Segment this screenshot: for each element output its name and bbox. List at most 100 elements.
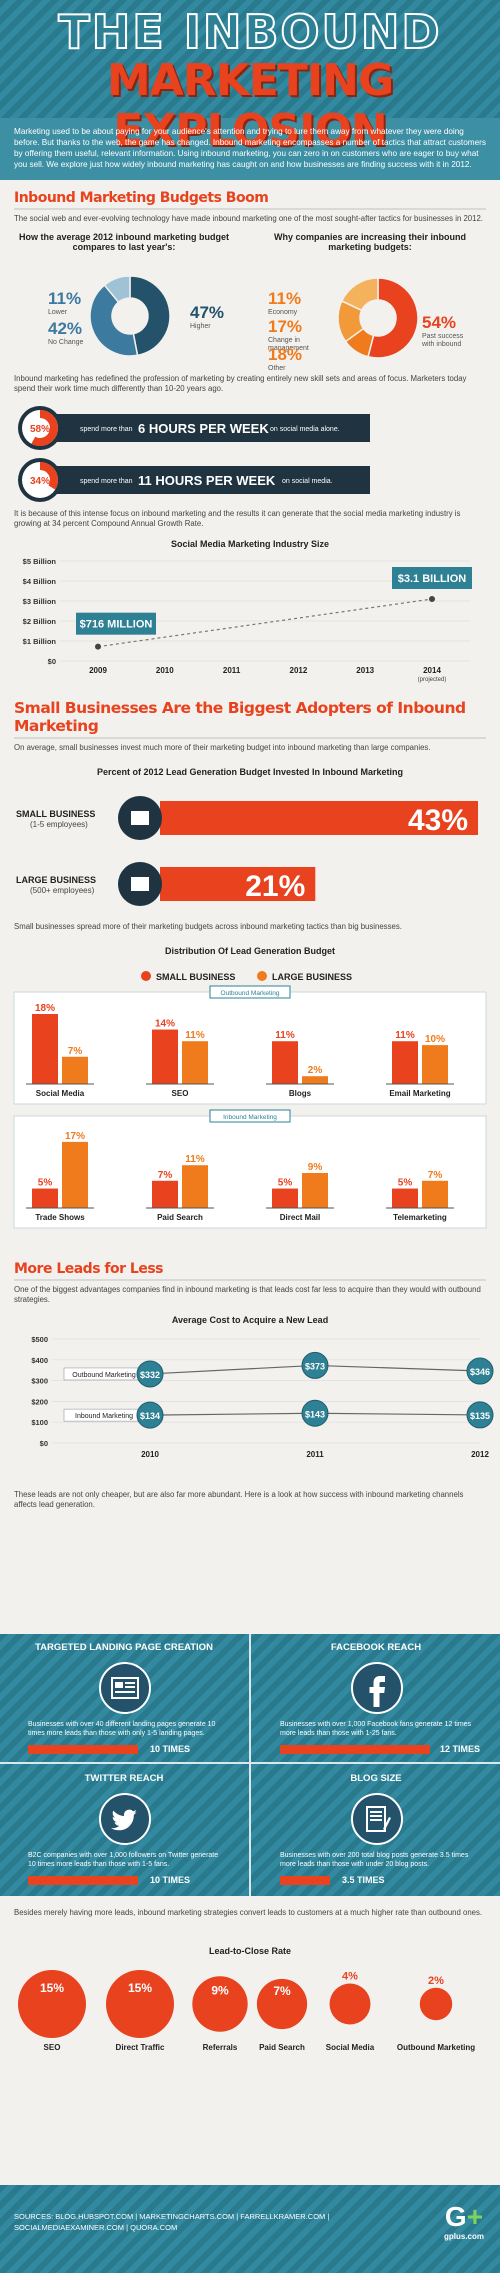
cost-label-1-2: $135 — [470, 1411, 490, 1421]
dist-group-tag-1 — [209, 1109, 291, 1123]
cost-point-0-0 — [136, 1360, 164, 1388]
twitter-icon — [99, 1793, 151, 1845]
industry-xtick-3: 2012 — [290, 666, 308, 675]
cost-series-name-0: Outbound Marketing — [72, 1372, 136, 1379]
pie1-pct-1: 42% — [48, 319, 82, 338]
close-cat-1: Direct Traffic — [116, 2043, 165, 2052]
cost-point-0-2 — [466, 1357, 494, 1385]
industry-point-0 — [95, 643, 101, 650]
industry-ytick-3: $3 Billion — [23, 597, 57, 606]
hours-post-0: on social media alone. — [270, 426, 340, 433]
pie1-label-1-0: No Change — [48, 339, 84, 346]
cost-label-0-0: $332 — [140, 1370, 160, 1380]
gplus-icon: G+ — [444, 2201, 484, 2232]
cost-label-0-1: $373 — [305, 1361, 325, 1371]
pie2-title: Why companies are increasing their inbou… — [273, 232, 467, 252]
close-cat-0: SEO — [44, 2043, 61, 2052]
dist-label-4-0: 5% — [38, 1178, 53, 1189]
card-twitter-bar — [28, 1876, 138, 1885]
hours-pre-1: spend more than — [80, 478, 133, 485]
pie2-label-0-0: Past success — [422, 333, 464, 340]
legend-small-swatch — [141, 971, 151, 981]
industry-xtick-5: 2014 — [423, 666, 441, 675]
cost-label-1-1: $143 — [305, 1409, 325, 1419]
hours-text: Inbound marketing has redefined the prof… — [14, 374, 467, 393]
pie1-pct-2: 11% — [48, 289, 81, 308]
small-building-icon — [131, 811, 149, 825]
dist-cat-1: SEO — [172, 1089, 189, 1098]
intro-text: Marketing used to be about paying for yo… — [0, 118, 500, 180]
industry-callout-1 — [392, 567, 472, 589]
cost-point-1-1 — [301, 1399, 329, 1427]
dist-bar-3-0 — [392, 1041, 418, 1084]
card-twitter-desc: B2C companies with over 1,000 followers … — [28, 1852, 219, 1868]
cost-point-0-1 — [301, 1351, 329, 1379]
pie2-slice-3 — [340, 277, 379, 312]
section-title-budgets: Inbound Marketing Budgets Boom — [14, 190, 486, 210]
close-cat-2: Referrals — [203, 2043, 238, 2052]
card-divider-v — [249, 1634, 251, 1896]
hbar-title: Percent of 2012 Lead Generation Budget I… — [96, 767, 404, 777]
dist-panel-1 — [13, 1115, 487, 1229]
pie1-slice-1 — [89, 284, 139, 357]
large-building-icon — [131, 877, 149, 891]
pie2-pct-3: 18% — [268, 345, 302, 364]
distribution-chart: SMALL BUSINESS LARGE BUSINESS Outbound Mar… — [13, 971, 487, 1229]
sources: SOURCES: BLOG.HUBSPOT.COM | MARKETINGCHA… — [14, 2212, 330, 2232]
more-leads-text: One of the biggest advantages companies … — [14, 1285, 481, 1304]
hbar-bar-1 — [160, 867, 316, 901]
card-blog-title: BLOG SIZE — [350, 1773, 402, 1784]
industry-xnote: (projected) — [418, 677, 447, 683]
hbar-label-1: 21% — [245, 870, 305, 903]
facebook-icon — [351, 1662, 403, 1714]
close-label-3: 7% — [273, 1984, 291, 1998]
dist-bar-6-1 — [302, 1173, 328, 1208]
hours-pre-0: spend more than — [80, 426, 133, 433]
legend-small-label: SMALL BUSINESS — [156, 972, 235, 982]
budgets-text: The social web and ever-evolving technol… — [14, 214, 483, 223]
dist-cat-3: Email Marketing — [389, 1089, 450, 1098]
legend-large-swatch — [257, 971, 267, 981]
card-facebook-bar — [280, 1745, 430, 1754]
legend-large-label: LARGE BUSINESS — [272, 972, 352, 982]
dist-cat-4: Trade Shows — [35, 1213, 85, 1222]
pie2-pct-2: 17% — [268, 317, 302, 336]
cost-ytick-2: $200 — [31, 1397, 48, 1406]
card-blog-desc: Businesses with over 200 total blog post… — [280, 1852, 469, 1868]
hours-pct-1: 34% — [30, 476, 50, 487]
hbar-label-0: 43% — [408, 804, 468, 837]
close-bubble-4 — [329, 1983, 371, 2025]
header-banner: THE INBOUND MARKETING EXPLOSION — [0, 0, 500, 156]
card-blog-times: 3.5 TIMES — [342, 1875, 385, 1885]
industry-ytick-0: $0 — [48, 657, 56, 666]
cost-label-1-0: $134 — [140, 1411, 160, 1421]
industry-label-1: $3.1 BILLION — [398, 573, 467, 585]
hours-post-1: on social media. — [282, 478, 333, 485]
card-landing: TARGETED LANDING PAGE CREATION Businesse… — [0, 1634, 248, 1759]
hbar-cat-0: SMALL BUSINESS — [16, 809, 95, 819]
close-rate-title: Lead-to-Close Rate — [208, 1946, 291, 1956]
dist-bar-7-0 — [392, 1188, 418, 1208]
dist-label-7-0: 5% — [398, 1178, 413, 1189]
pie1-slice-2 — [103, 275, 131, 304]
footer: SOURCES: BLOG.HUBSPOT.COM | MARKETINGCHA… — [0, 2185, 500, 2273]
pie2-label-0-1: with inbound — [421, 341, 461, 348]
dist-label-1-0: 14% — [155, 1019, 175, 1030]
dist-cat-6: Direct Mail — [280, 1213, 320, 1222]
dist-bar-5-0 — [152, 1180, 178, 1208]
cost-point-1-0 — [136, 1401, 164, 1429]
cost-ytick-3: $300 — [31, 1377, 48, 1386]
close-bubble-5 — [419, 1987, 453, 2021]
dist-bar-5-1 — [182, 1165, 208, 1208]
card-facebook-desc: Businesses with over 1,000 Facebook fans… — [280, 1721, 472, 1737]
distribution-title: Distribution Of Lead Generation Budget — [164, 946, 335, 956]
close-bubble-2 — [192, 1976, 248, 2032]
hbar-bar-0 — [160, 801, 478, 835]
card-facebook: FACEBOOK REACH Businesses with over 1,00… — [252, 1634, 500, 1759]
brand-name: gplus.com — [443, 2232, 484, 2241]
card-twitter-title: TWITTER REACH — [84, 1773, 164, 1784]
cost-ytick-0: $0 — [40, 1439, 48, 1448]
pie2-pct-1: 11% — [268, 289, 301, 308]
hours-pie-0 — [31, 410, 58, 446]
